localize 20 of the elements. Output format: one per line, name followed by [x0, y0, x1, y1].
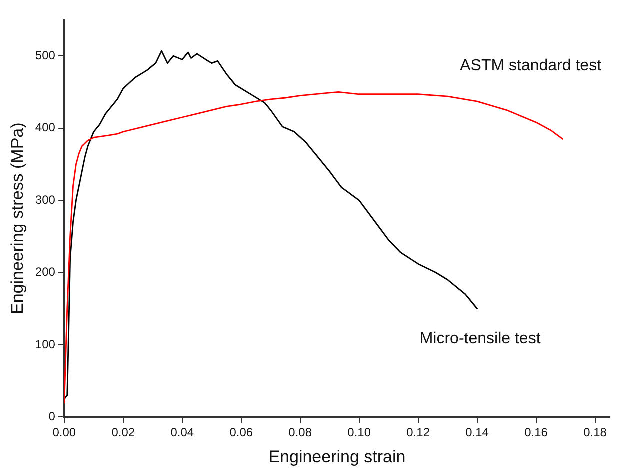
x-tick-label: 0.00 [52, 426, 76, 440]
series-label: Micro-tensile test [420, 330, 542, 348]
x-tick-label: 0.10 [348, 426, 372, 440]
y-tick-label: 400 [35, 120, 56, 135]
x-tick-label: 0.16 [524, 426, 548, 440]
x-tick-label: 0.02 [112, 426, 136, 440]
x-tick-label: 0.08 [288, 426, 312, 440]
x-tick-label: 0.06 [230, 426, 254, 440]
x-tick-label: 0.04 [170, 426, 194, 440]
y-tick-label: 100 [35, 337, 56, 352]
x-axis-title: Engineering strain [268, 447, 406, 466]
y-tick-label: 200 [35, 265, 56, 280]
x-tick-label: 0.18 [584, 426, 608, 440]
x-tick-label: 0.12 [406, 426, 430, 440]
y-tick-label: 0 [48, 410, 56, 424]
y-tick-label: 500 [35, 48, 56, 62]
y-axis-title: Engineering stress (MPa) [8, 122, 27, 315]
x-tick-label: 0.14 [466, 426, 490, 440]
y-tick-label: 300 [35, 192, 56, 207]
series-label: ASTM standard test [460, 58, 602, 75]
